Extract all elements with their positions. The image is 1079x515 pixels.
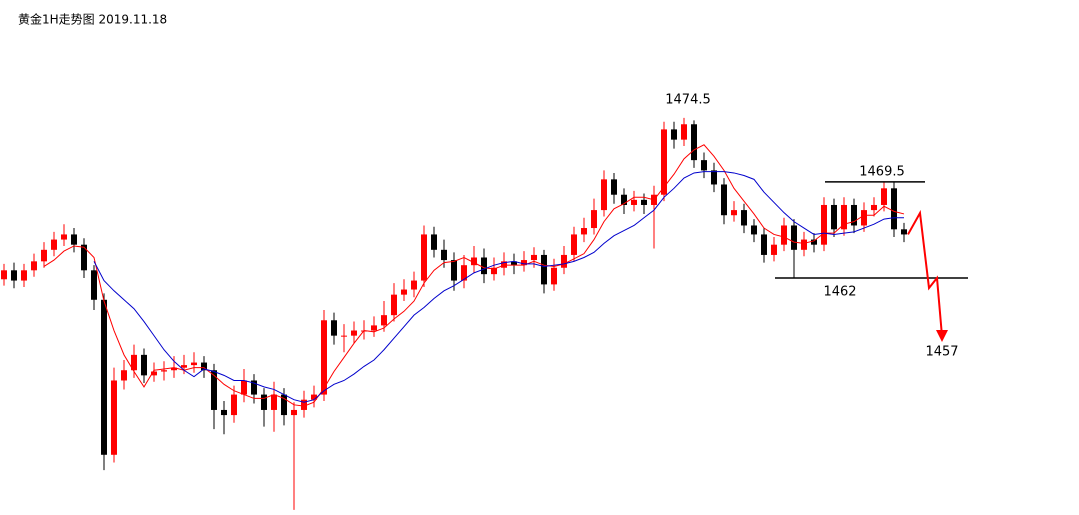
candle-body	[711, 170, 717, 185]
support-label: 1462	[823, 284, 856, 299]
candle-body	[601, 179, 607, 211]
candle-body	[611, 179, 617, 195]
resistance-label: 1469.5	[859, 164, 905, 179]
candle-body	[321, 320, 327, 395]
candle-body	[471, 257, 477, 266]
candle-body	[351, 330, 357, 336]
candle-body	[371, 325, 377, 331]
candle-body	[291, 409, 297, 416]
candle-body	[191, 362, 197, 366]
candle-body	[621, 194, 627, 205]
candle-body	[201, 362, 207, 371]
candle-body	[41, 249, 47, 262]
candle-body	[841, 204, 847, 230]
candle-body	[541, 254, 547, 285]
candle-body	[821, 204, 827, 245]
candle-body	[871, 204, 877, 211]
candle-body	[221, 409, 227, 416]
candle-body	[1, 270, 7, 280]
candle-body	[331, 320, 337, 336]
candle-body	[481, 257, 487, 275]
peak-label: 1474.5	[665, 92, 711, 107]
target-label: 1457	[925, 345, 958, 360]
candle-body	[101, 299, 107, 455]
candle-body	[301, 399, 307, 410]
chart-title: 黄金1H走势图 2019.11.18	[18, 12, 167, 27]
candle-body	[551, 267, 557, 285]
candle-body	[781, 225, 787, 245]
candle-body	[171, 367, 177, 371]
candle-body	[731, 210, 737, 216]
candle-body	[511, 261, 517, 266]
candle-body	[901, 229, 907, 235]
candle-body	[861, 210, 867, 226]
candle-body	[701, 160, 707, 171]
candle-body	[661, 129, 667, 195]
candle-body	[721, 184, 727, 216]
candle-body	[11, 270, 17, 281]
candle-body	[811, 239, 817, 245]
candle-body	[581, 228, 587, 235]
candle-body	[381, 315, 387, 326]
candle-body	[571, 234, 577, 255]
candle-body	[421, 234, 427, 281]
candle-body	[591, 210, 597, 229]
candle-body	[61, 234, 67, 240]
candle-body	[501, 261, 507, 268]
candle-body	[831, 204, 837, 230]
candle-body	[641, 199, 647, 205]
moving-average-line	[43, 144, 905, 407]
candle-body	[111, 380, 117, 455]
candle-body	[521, 260, 527, 266]
candle-body	[281, 394, 287, 416]
candle-body	[391, 294, 397, 316]
candle-body	[121, 370, 127, 381]
candle-body	[141, 354, 147, 376]
forecast-path	[907, 209, 943, 337]
candle-body	[181, 365, 187, 368]
candle-body	[441, 249, 447, 261]
candle-body	[681, 124, 687, 140]
candle-body	[411, 280, 417, 290]
candle-body	[881, 188, 887, 205]
candle-body	[691, 124, 697, 161]
forecast-arrowhead	[936, 330, 948, 343]
candle-body	[531, 254, 537, 261]
candle-body	[891, 188, 897, 230]
candle-body	[451, 260, 457, 281]
candle-body	[761, 234, 767, 255]
candle-body	[31, 261, 37, 271]
candle-body	[161, 370, 167, 372]
candle-body	[751, 225, 757, 235]
candle-body	[251, 380, 257, 395]
candle-body	[561, 254, 567, 268]
candle-body	[491, 267, 497, 275]
candle-body	[231, 394, 237, 416]
candle-body	[741, 210, 747, 226]
candle-body	[51, 239, 57, 250]
candle-body	[71, 234, 77, 245]
candle-body	[261, 394, 267, 410]
candle-body	[431, 234, 437, 250]
candle-body	[851, 204, 857, 226]
candle-body	[241, 380, 247, 395]
candle-body	[21, 270, 27, 281]
moving-average-line	[93, 171, 904, 403]
candle-body	[131, 354, 137, 371]
candle-body	[461, 265, 467, 281]
candle-body	[341, 335, 347, 337]
candle-body	[271, 394, 277, 410]
candle-body	[671, 129, 677, 140]
candle-body	[311, 394, 317, 400]
candle-body	[631, 199, 637, 205]
candle-body	[151, 371, 157, 376]
candle-body	[791, 225, 797, 250]
candle-body	[91, 270, 97, 300]
candle-body	[801, 239, 807, 250]
candle-body	[771, 244, 777, 255]
candle-body	[81, 244, 87, 271]
candle-body	[211, 370, 217, 410]
candle-body	[401, 289, 407, 295]
